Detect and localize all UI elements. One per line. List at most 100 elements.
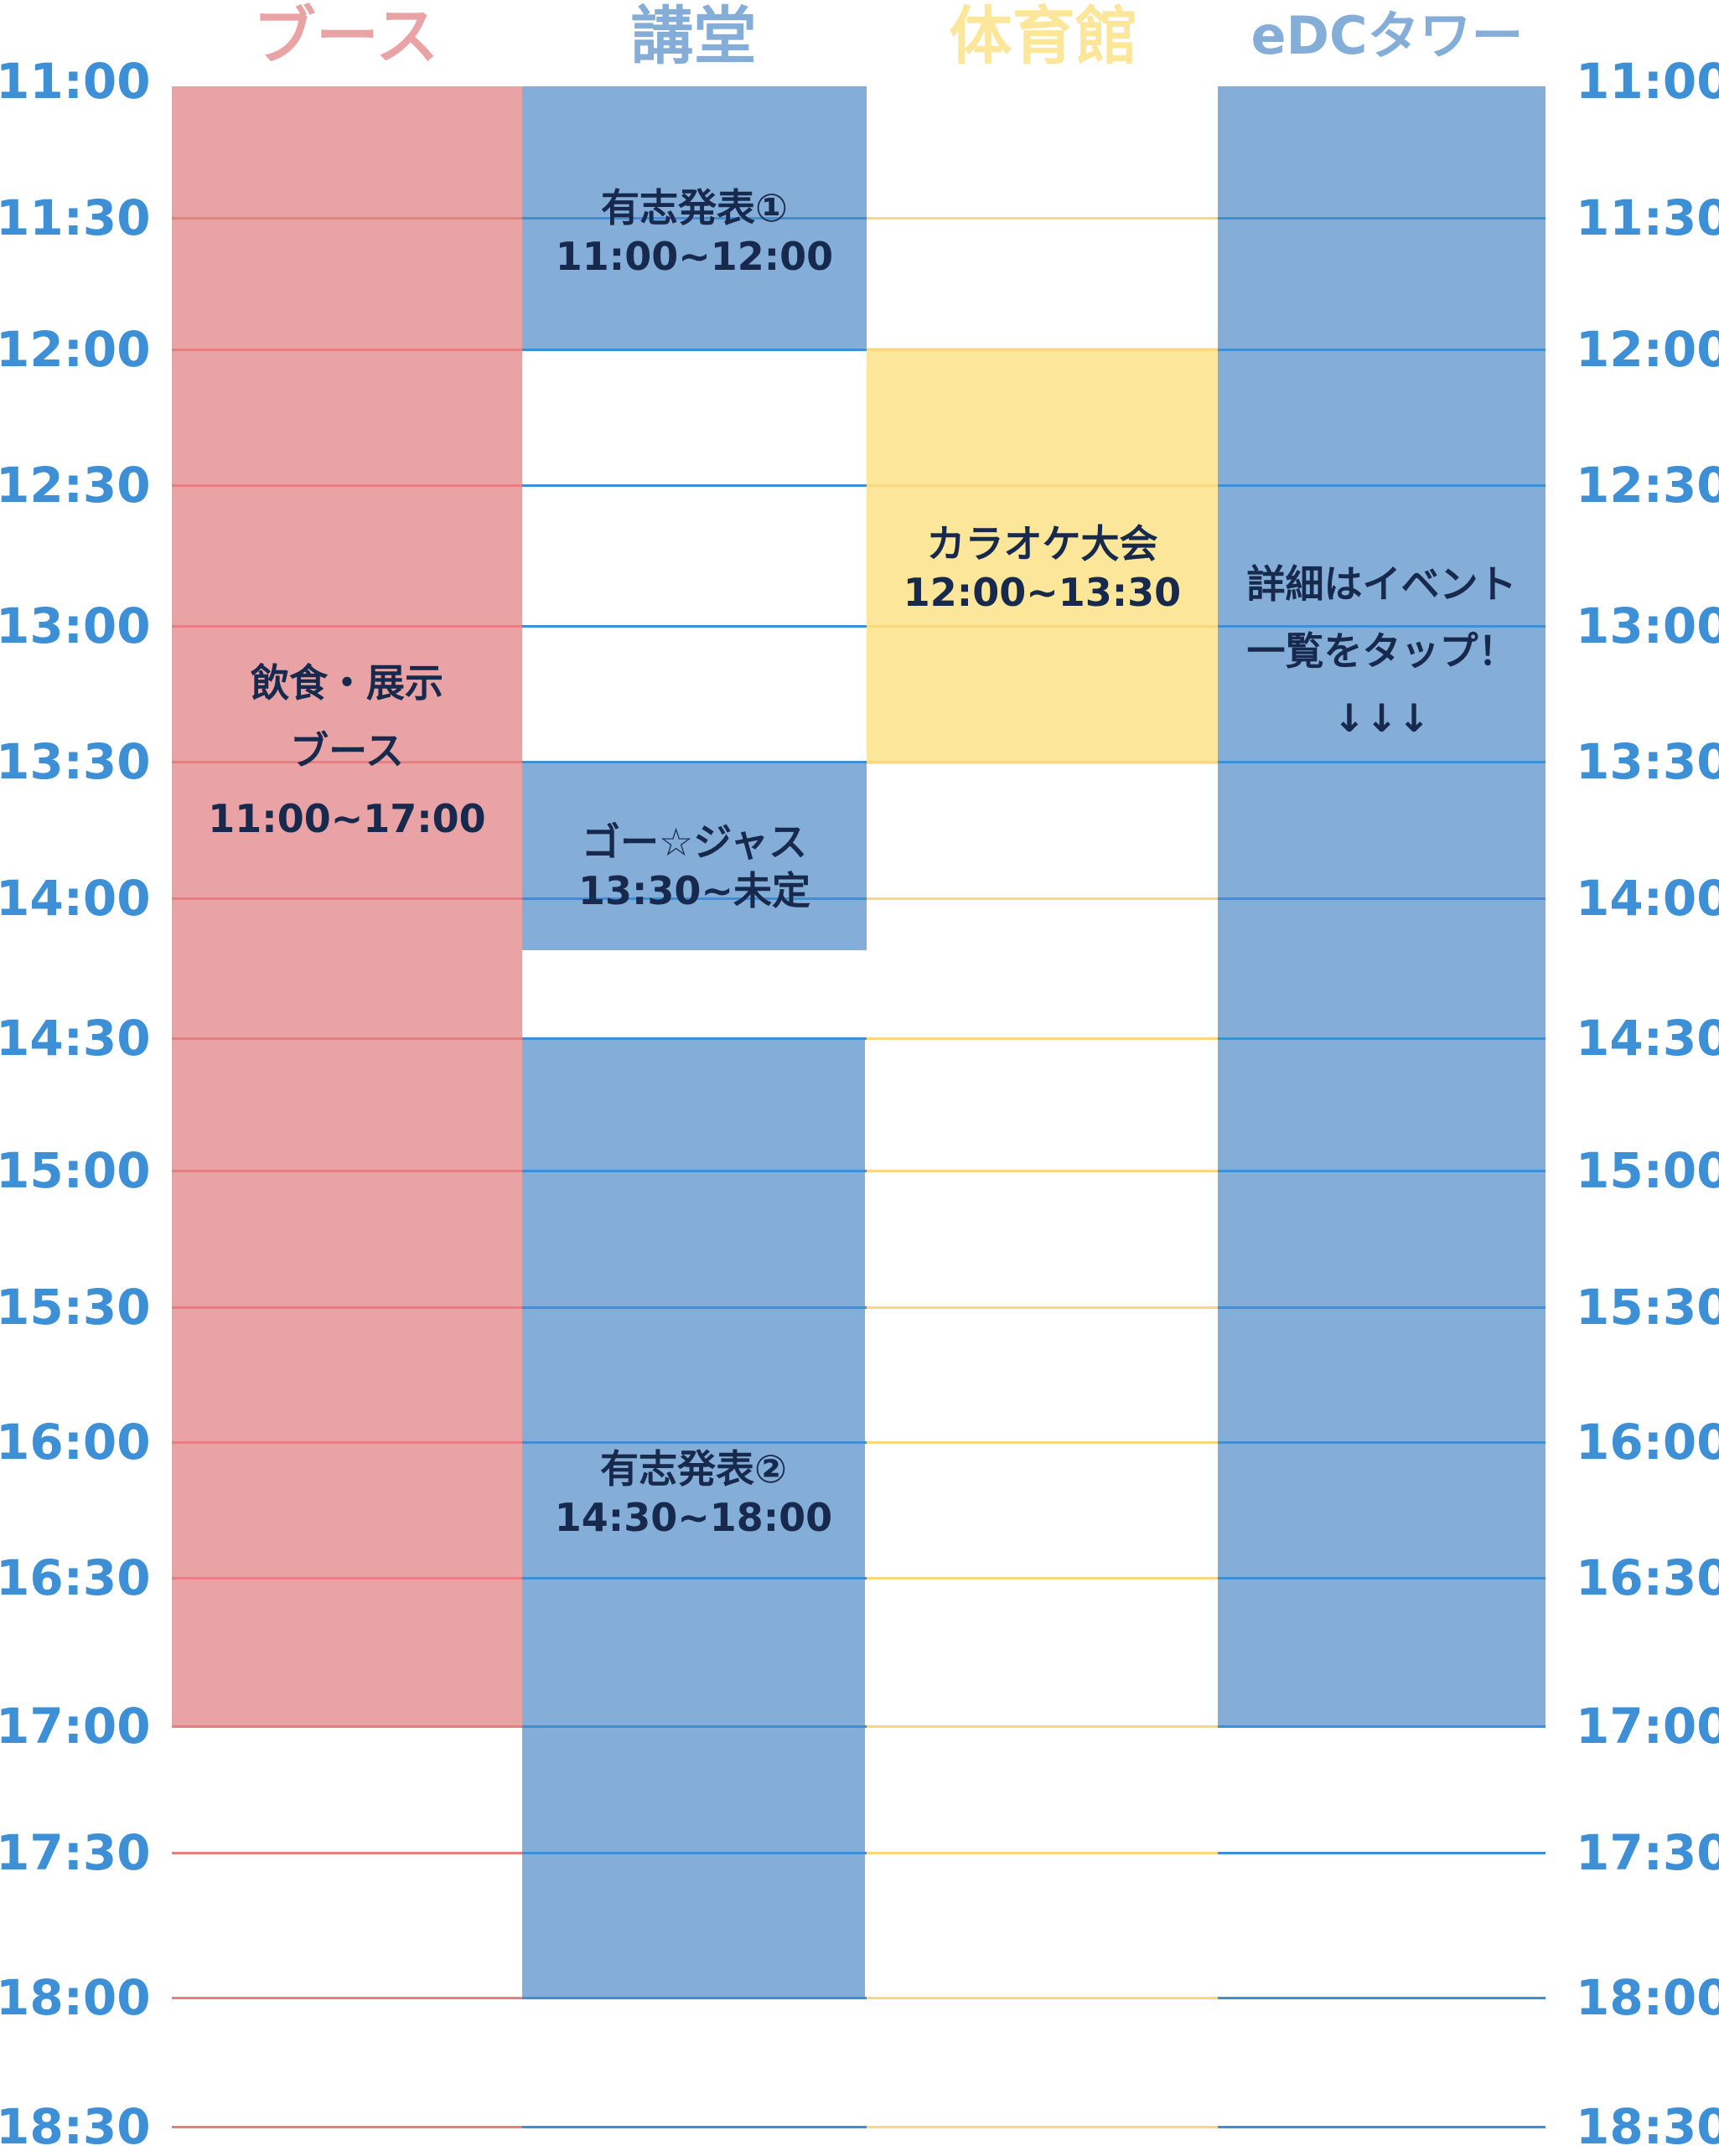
grid-line xyxy=(867,761,1218,763)
grid-line xyxy=(1218,761,1546,763)
grid-line xyxy=(172,484,522,487)
grid-line xyxy=(172,1037,522,1040)
time-label-left: 14:00 xyxy=(0,870,151,927)
time-label-left: 15:00 xyxy=(0,1142,151,1199)
venue-header-edc: eDCタワー xyxy=(1250,5,1524,66)
grid-line xyxy=(522,1577,867,1580)
grid-line xyxy=(1218,1037,1546,1040)
time-label-right: 12:30 xyxy=(1576,457,1719,514)
grid-line xyxy=(867,2126,1218,2128)
grid-line xyxy=(1218,484,1546,487)
grid-line xyxy=(172,1170,522,1172)
grid-line xyxy=(172,1725,522,1728)
time-label-left: 11:30 xyxy=(0,189,151,246)
grid-line xyxy=(172,2126,522,2128)
grid-line xyxy=(1218,1852,1546,1854)
time-label-right: 11:00 xyxy=(1576,53,1719,110)
grid-line xyxy=(522,1037,867,1040)
time-label-left: 18:30 xyxy=(0,2098,151,2155)
grid-line xyxy=(1218,2126,1546,2128)
grid-line xyxy=(172,217,522,220)
grid-line xyxy=(522,897,867,900)
grid-line xyxy=(522,625,867,628)
grid-line xyxy=(867,1170,1218,1172)
grid-line xyxy=(867,1852,1218,1854)
time-label-left: 17:00 xyxy=(0,1698,151,1755)
venue-header-gym: 体育館 xyxy=(949,0,1138,73)
grid-line xyxy=(172,349,522,351)
auditorium-block-2[interactable] xyxy=(522,763,867,950)
grid-line xyxy=(172,761,522,763)
time-label-left: 13:00 xyxy=(0,597,151,654)
grid-line xyxy=(1218,349,1546,351)
grid-line xyxy=(172,1441,522,1444)
time-label-right: 18:00 xyxy=(1576,1969,1719,2026)
event-line: ↓↓↓ xyxy=(1333,695,1431,741)
time-label-left: 15:30 xyxy=(0,1279,151,1336)
time-label-left: 14:30 xyxy=(0,1010,151,1067)
event-line: ブース xyxy=(290,728,404,773)
grid-line xyxy=(867,1306,1218,1309)
grid-line xyxy=(867,484,1218,487)
grid-line xyxy=(522,1441,867,1444)
grid-line xyxy=(1218,1725,1546,1728)
venue-header-booth: ブース xyxy=(252,0,439,73)
time-label-right: 17:30 xyxy=(1576,1824,1719,1881)
grid-line xyxy=(867,897,1218,900)
event-line: 一覧をタップ！ xyxy=(1246,628,1517,674)
grid-line xyxy=(522,1170,867,1172)
grid-line xyxy=(867,625,1218,628)
edc-block[interactable] xyxy=(1218,86,1546,1726)
grid-line xyxy=(522,217,867,220)
event-line: 飲食・展示 xyxy=(251,660,443,706)
time-label-left: 12:00 xyxy=(0,321,151,378)
grid-line xyxy=(867,1441,1218,1444)
event-label-auditorium-3: 有志発表② 14:30~18:00 xyxy=(522,1445,865,1542)
grid-line xyxy=(867,217,1218,220)
grid-line xyxy=(172,1852,522,1854)
grid-line xyxy=(867,1577,1218,1580)
gym-block[interactable] xyxy=(867,348,1218,764)
event-line: 詳細はイベント xyxy=(1246,561,1517,607)
grid-line xyxy=(867,1997,1218,1999)
event-line: 12:00~13:30 xyxy=(903,570,1182,615)
grid-line xyxy=(172,1577,522,1580)
time-label-right: 11:30 xyxy=(1576,189,1719,246)
grid-line xyxy=(522,484,867,487)
time-label-right: 13:30 xyxy=(1576,733,1719,790)
event-label-auditorium-1: 有志発表① 11:00~12:00 xyxy=(522,184,867,281)
event-line: カラオケ大会 xyxy=(926,521,1158,566)
time-label-left: 16:30 xyxy=(0,1549,151,1606)
time-label-right: 15:30 xyxy=(1576,1279,1719,1336)
grid-line xyxy=(172,1306,522,1309)
grid-line xyxy=(522,349,867,351)
booth-block[interactable] xyxy=(172,86,522,1726)
event-label-gym: カラオケ大会 12:00~13:30 xyxy=(867,520,1218,617)
grid-line xyxy=(522,1852,867,1854)
grid-line xyxy=(522,1725,867,1728)
event-label-edc: 詳細はイベント 一覧をタップ！ ↓↓↓ xyxy=(1218,551,1546,752)
grid-line xyxy=(172,1997,522,1999)
time-label-left: 16:00 xyxy=(0,1414,151,1471)
grid-line xyxy=(1218,1577,1546,1580)
grid-line xyxy=(522,2126,867,2128)
time-label-right: 18:30 xyxy=(1576,2098,1719,2155)
time-label-left: 17:30 xyxy=(0,1824,151,1881)
grid-line xyxy=(1218,897,1546,900)
time-label-left: 12:30 xyxy=(0,457,151,514)
event-line: 有志発表① xyxy=(601,185,788,230)
grid-line xyxy=(172,625,522,628)
time-label-left: 11:00 xyxy=(0,53,151,110)
time-label-left: 13:30 xyxy=(0,733,151,790)
grid-line xyxy=(1218,1441,1546,1444)
time-label-right: 14:30 xyxy=(1576,1010,1719,1067)
grid-line xyxy=(1218,217,1546,220)
grid-line xyxy=(522,1997,867,1999)
time-label-right: 14:00 xyxy=(1576,870,1719,927)
event-line: 14:30~18:00 xyxy=(554,1495,833,1540)
grid-line xyxy=(1218,625,1546,628)
event-line: 11:00~17:00 xyxy=(208,796,486,841)
auditorium-block-3[interactable] xyxy=(522,1037,865,1998)
time-label-left: 18:00 xyxy=(0,1969,151,2026)
event-line: 有志発表② xyxy=(600,1446,787,1492)
